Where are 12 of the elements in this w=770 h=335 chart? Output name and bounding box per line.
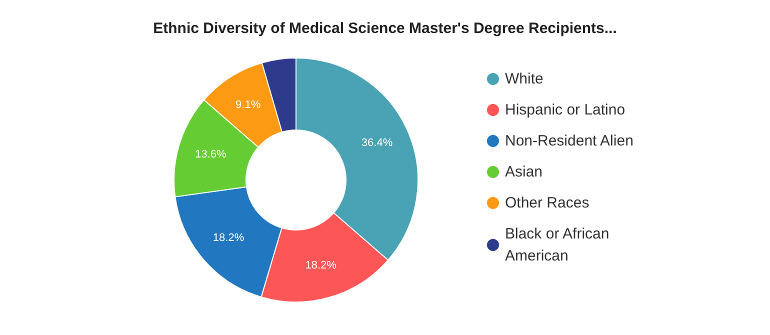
data-label: 18.2% [305, 259, 337, 272]
data-label: 13.6% [195, 148, 226, 161]
data-label: 9.1% [236, 99, 261, 112]
legend-label: Asian [505, 164, 543, 180]
legend-label: White [505, 70, 544, 88]
legend-label: Black or African American [505, 226, 614, 264]
legend-label: Other Races [505, 194, 590, 212]
legend-label: Non-Resident Alien [505, 132, 634, 150]
chart-title: Ethnic Diversity of Medical Science Master's Degree Recipients... [153, 20, 617, 37]
legend-label: Hispanic or Latino [505, 102, 626, 118]
data-label: 36.4% [361, 137, 393, 150]
data-label: 18.2% [212, 232, 244, 244]
